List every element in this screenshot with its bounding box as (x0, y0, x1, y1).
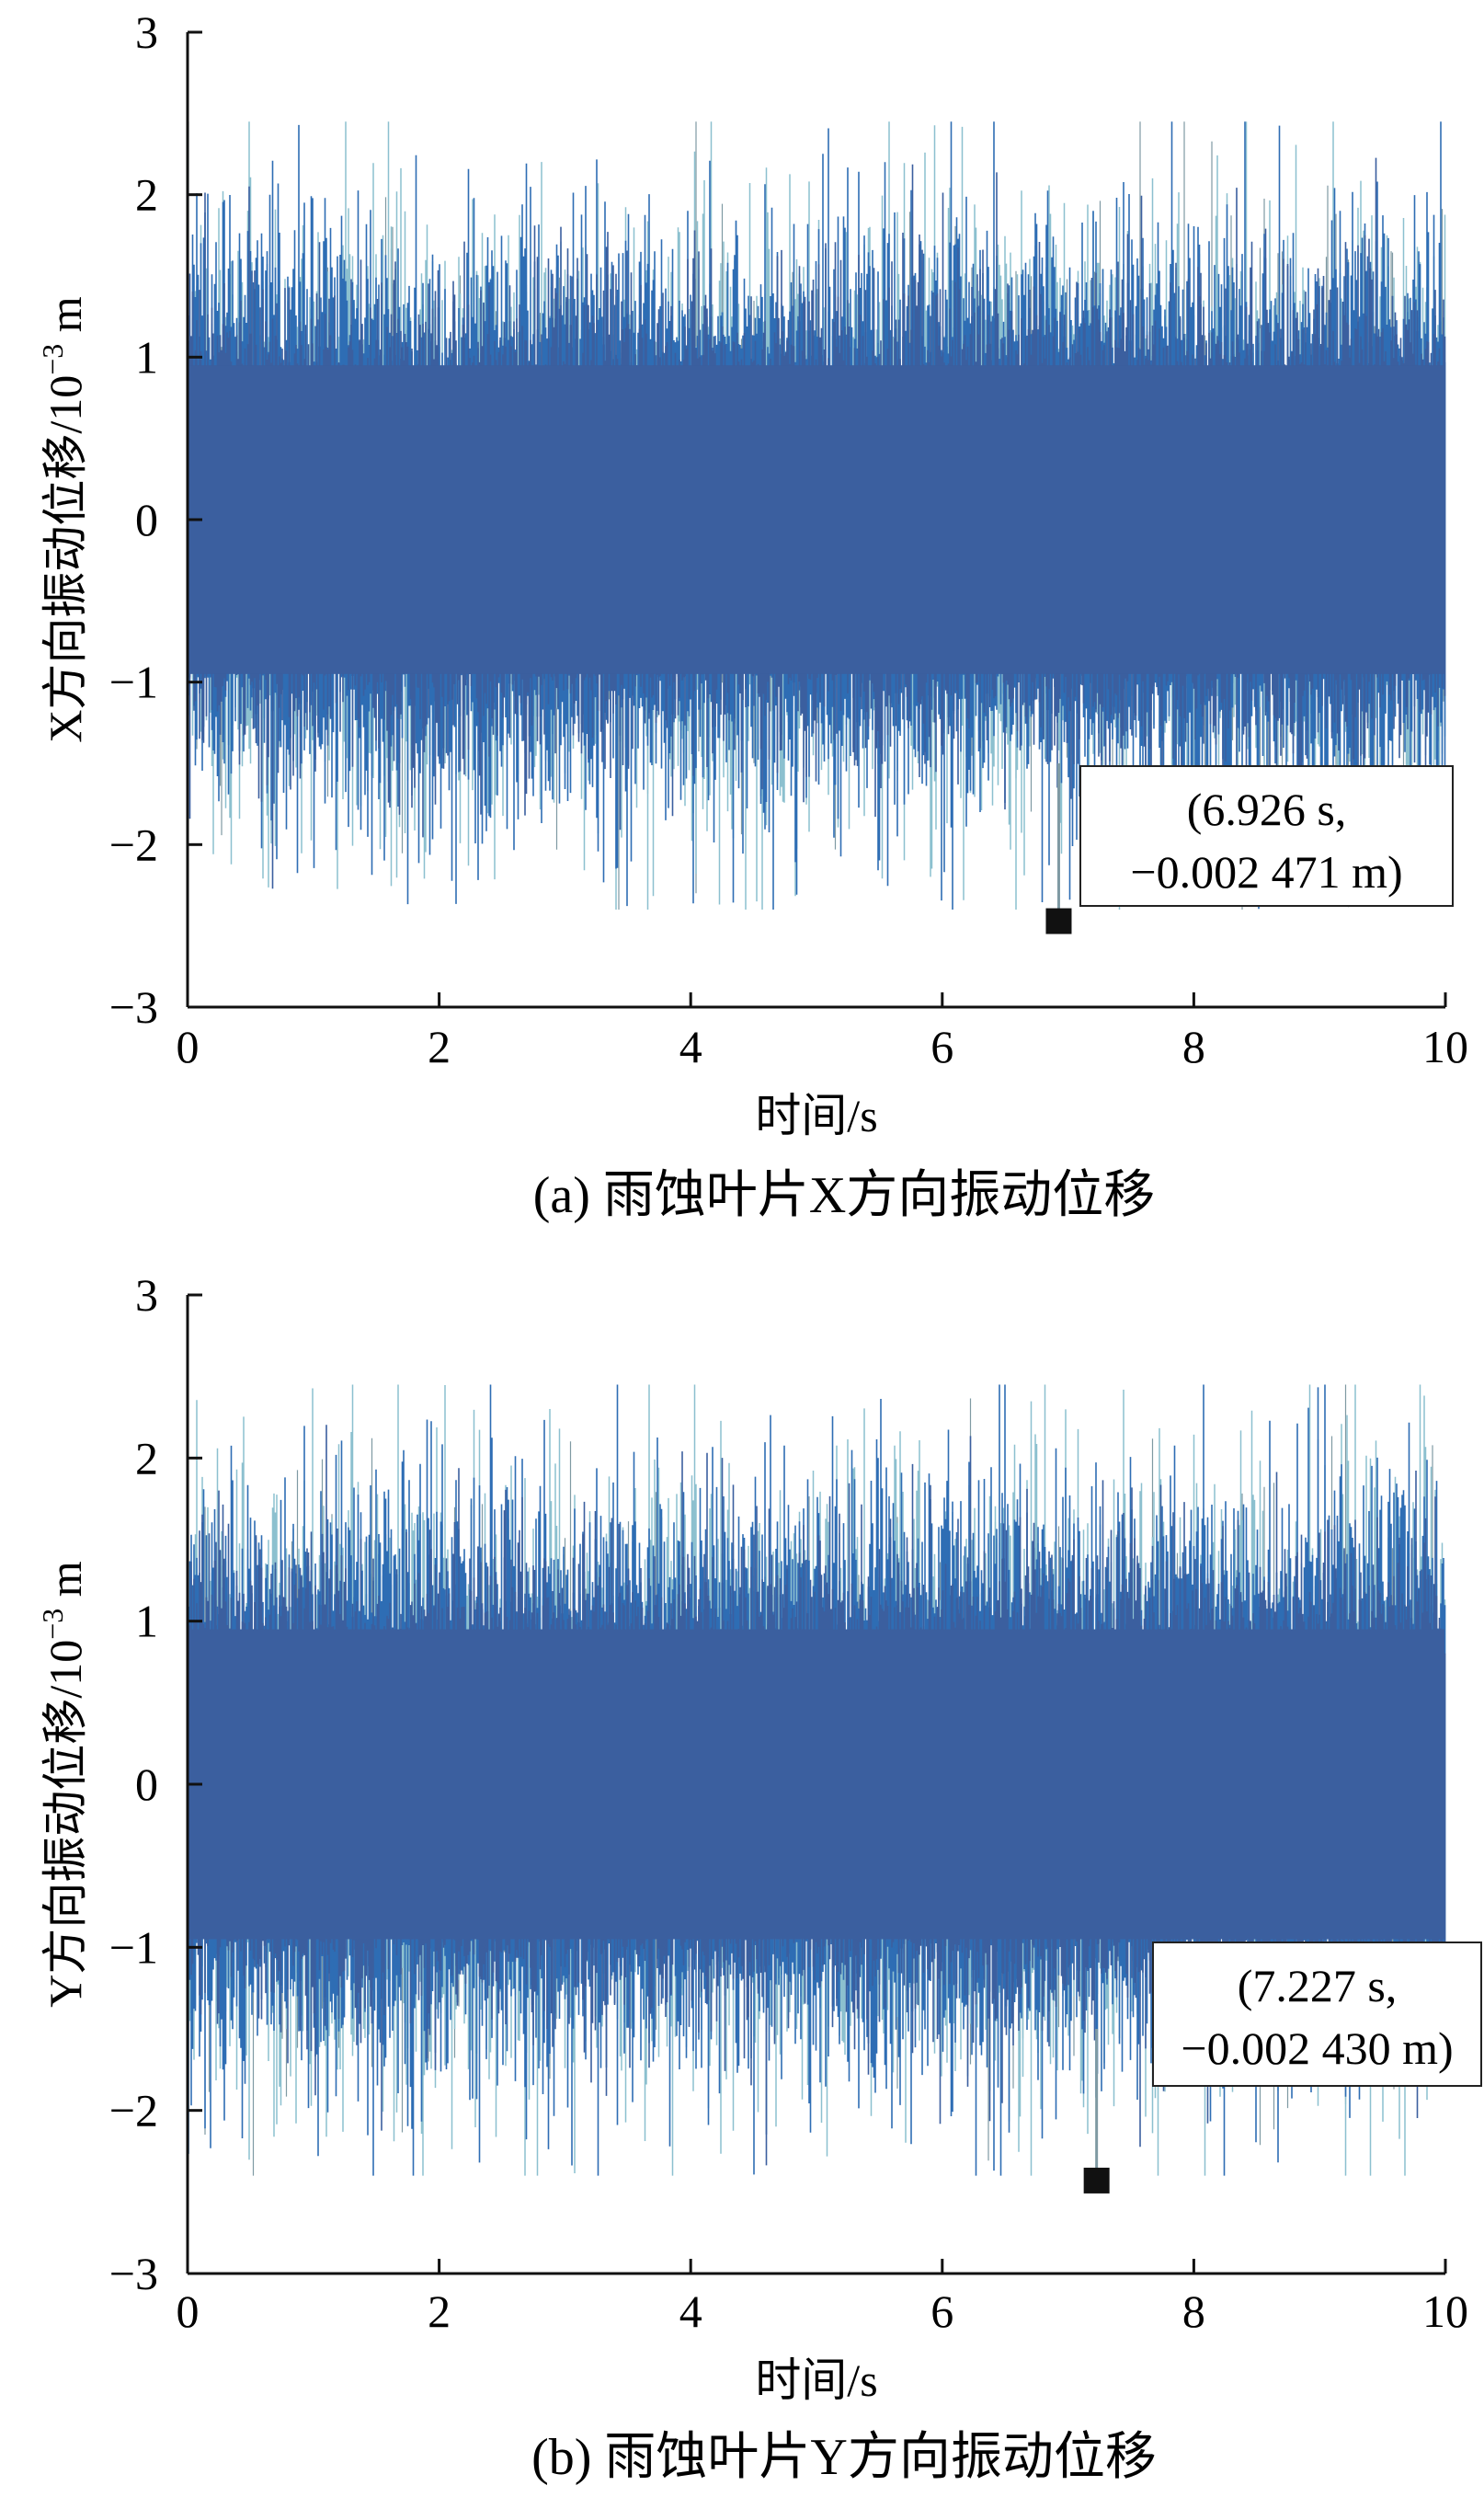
annotation-line-1: (7.227 s, (1238, 1960, 1398, 2011)
x-tick-label: 4 (679, 2285, 702, 2337)
annotation-line-2: −0.002 471 m) (1130, 846, 1402, 898)
y-tick-label: −1 (109, 1921, 158, 1973)
x-axis-label: 时间/s (755, 1090, 877, 1141)
y-axis-label-exponent: −3 (36, 1609, 69, 1640)
x-tick-label: 6 (930, 1021, 953, 1072)
x-tick-label: 0 (177, 2285, 200, 2337)
y-tick-label: −3 (109, 981, 158, 1033)
annotation-box (1079, 765, 1454, 907)
y-axis-label-exponent: −3 (36, 344, 69, 375)
data-marker (1045, 908, 1072, 934)
y-axis-label-main: X方向振动位移/10 (40, 375, 91, 743)
x-tick-label: 2 (428, 1021, 451, 1072)
y-tick-label: 1 (135, 331, 158, 383)
y-tick-label: 2 (135, 1432, 158, 1483)
x-tick-label: 8 (1182, 2285, 1205, 2337)
y-tick-label: 0 (135, 1758, 158, 1810)
x-tick-label: 10 (1422, 2285, 1468, 2337)
y-tick-label: 1 (135, 1596, 158, 1647)
y-axis-label-unit: m (40, 296, 91, 344)
x-tick-label: 2 (428, 2285, 451, 2337)
series-signal (188, 1384, 1446, 2190)
y-tick-label: −2 (109, 819, 158, 870)
figure-caption: (a) 雨蚀叶片X方向振动位移 (533, 1167, 1156, 1224)
y-tick-label: −2 (109, 2085, 158, 2136)
y-tick-label: −3 (109, 2248, 158, 2299)
x-tick-label: 10 (1422, 1021, 1468, 1072)
annotation-line-1: (6.926 s, (1187, 784, 1347, 835)
y-axis-label-main: Y方向振动位移/10 (40, 1640, 91, 2008)
y-axis-label: Y方向振动位移/10−3 m (36, 1561, 91, 2008)
series-core-band (188, 1629, 1444, 1940)
y-tick-label: 3 (135, 6, 158, 58)
annotation-line-2: −0.002 430 m) (1181, 2022, 1453, 2074)
y-tick-label: −1 (109, 657, 158, 708)
x-tick-label: 8 (1182, 1021, 1205, 1072)
annotation-box (1152, 1942, 1482, 2087)
x-axis-label: 时间/s (755, 2354, 877, 2406)
x-tick-label: 0 (177, 1021, 200, 1072)
series-core-band (188, 365, 1444, 674)
x-tick-label: 4 (679, 1021, 702, 1072)
y-axis-label: X方向振动位移/10−3 m (36, 296, 91, 743)
data-marker (1083, 2167, 1110, 2194)
y-axis-label-unit: m (40, 1561, 91, 1609)
x-tick-label: 6 (930, 2285, 953, 2337)
series-signal (188, 121, 1446, 931)
y-tick-label: 3 (135, 1269, 158, 1321)
figure-caption: (b) 雨蚀叶片Y方向振动位移 (531, 2429, 1157, 2486)
y-tick-label: 2 (135, 169, 158, 221)
y-tick-label: 0 (135, 494, 158, 545)
